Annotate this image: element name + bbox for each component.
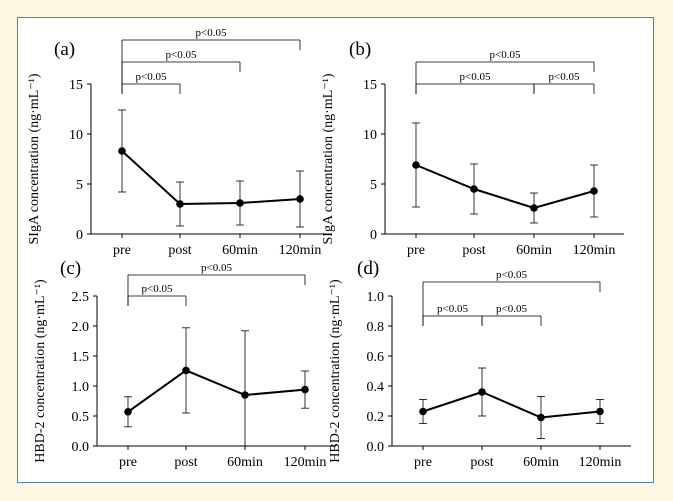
data-point xyxy=(176,200,184,208)
significance-label: p<0.05 xyxy=(549,71,580,83)
y-axis-title: SIgA concentration (ng·mL⁻¹) xyxy=(27,73,42,244)
significance-label: p<0.05 xyxy=(437,303,468,315)
x-tick-label: pre xyxy=(407,243,425,258)
data-point xyxy=(236,199,244,207)
data-point xyxy=(478,388,486,396)
significance-label: p<0.05 xyxy=(136,71,167,83)
y-tick-label: 0.0 xyxy=(367,440,385,455)
series-line xyxy=(422,390,601,419)
x-tick-label: pre xyxy=(113,243,131,258)
y-tick-label: 0.5 xyxy=(72,410,90,425)
y-tick-label: 0.2 xyxy=(367,410,385,425)
data-point xyxy=(419,407,427,416)
y-tick-label: 10 xyxy=(69,128,83,143)
y-tick-label: 0 xyxy=(76,228,83,243)
y-tick-label: 0.4 xyxy=(367,380,385,395)
series-line xyxy=(127,369,306,413)
y-axis-title: HBD-2 concentration (ng·mL⁻¹) xyxy=(328,279,343,463)
x-tick-label: post xyxy=(462,243,485,258)
significance-label: p<0.05 xyxy=(201,262,232,274)
data-point xyxy=(412,161,420,169)
significance-label: p<0.05 xyxy=(460,71,491,83)
x-tick-label: 120min xyxy=(284,455,327,470)
x-tick-label: 60min xyxy=(523,455,559,470)
panel-label: (d) xyxy=(357,258,379,279)
y-tick-label: 2.5 xyxy=(72,290,90,305)
significance-label: p<0.05 xyxy=(496,269,527,281)
y-axis-title: HBD-2 concentration (ng·mL⁻¹) xyxy=(33,279,48,463)
significance-label: p<0.05 xyxy=(496,303,527,315)
significance-label: p<0.05 xyxy=(490,49,521,61)
data-point xyxy=(118,147,126,155)
data-point xyxy=(590,187,598,195)
x-tick-label: post xyxy=(174,455,197,470)
data-point xyxy=(301,385,309,394)
x-tick-label: post xyxy=(470,455,493,470)
x-tick-label: 120min xyxy=(579,455,622,470)
x-tick-label: pre xyxy=(119,455,137,470)
series-line xyxy=(121,150,301,206)
x-tick-label: pre xyxy=(414,455,432,470)
y-tick-label: 0.0 xyxy=(72,440,90,455)
x-tick-label: 60min xyxy=(222,243,258,258)
x-tick-label: 120min xyxy=(279,243,322,258)
data-point xyxy=(124,408,132,416)
chart-panel-d: (d) 0.0 0.2 0.4 0.6 0.8 1.0 pre post 60min 120min H… xyxy=(328,258,631,470)
data-point xyxy=(537,413,545,422)
x-tick-label: 60min xyxy=(227,455,263,470)
y-tick-label: 10 xyxy=(363,128,377,143)
chart-panel-b: (b) 0 5 10 15 pre post 60min 120min SIgA concentr… xyxy=(321,39,624,258)
data-point xyxy=(241,391,249,399)
significance-label: p<0.05 xyxy=(196,27,227,39)
data-point xyxy=(530,204,538,212)
y-tick-label: 15 xyxy=(69,78,83,93)
significance-label: p<0.05 xyxy=(166,49,197,61)
chart-panel-a: (a) 0 5 10 15 pre post 60min 120min SIgA concentr… xyxy=(27,27,330,258)
y-axis-title: SIgA concentration (ng·mL⁻¹) xyxy=(321,73,336,244)
chart-panel-c: (c) 0.0 0.5 1.0 1.5 2.0 2.5 pre post 60min 120min H… xyxy=(33,258,336,470)
data-point xyxy=(296,195,304,203)
y-tick-label: 0.8 xyxy=(367,320,385,335)
y-tick-label: 5 xyxy=(370,178,377,193)
y-tick-label: 15 xyxy=(363,78,377,93)
significance-label: p<0.05 xyxy=(142,283,173,295)
series-line xyxy=(415,164,595,210)
data-point xyxy=(470,185,478,193)
data-point xyxy=(182,366,190,375)
x-tick-label: 60min xyxy=(516,243,552,258)
y-tick-label: 0.6 xyxy=(367,350,385,365)
y-tick-label: 1.0 xyxy=(72,380,90,395)
y-tick-label: 1.0 xyxy=(367,290,385,305)
panel-label: (b) xyxy=(349,39,371,60)
figure-frame xyxy=(17,17,654,483)
y-tick-label: 1.5 xyxy=(72,350,90,365)
x-tick-label: post xyxy=(168,243,191,258)
y-tick-label: 5 xyxy=(76,178,83,193)
panel-label: (c) xyxy=(60,258,81,279)
x-tick-label: 120min xyxy=(573,243,616,258)
y-tick-label: 2.0 xyxy=(72,320,90,335)
y-tick-label: 0 xyxy=(370,228,377,243)
data-point xyxy=(596,407,604,416)
panel-label: (a) xyxy=(54,39,75,60)
